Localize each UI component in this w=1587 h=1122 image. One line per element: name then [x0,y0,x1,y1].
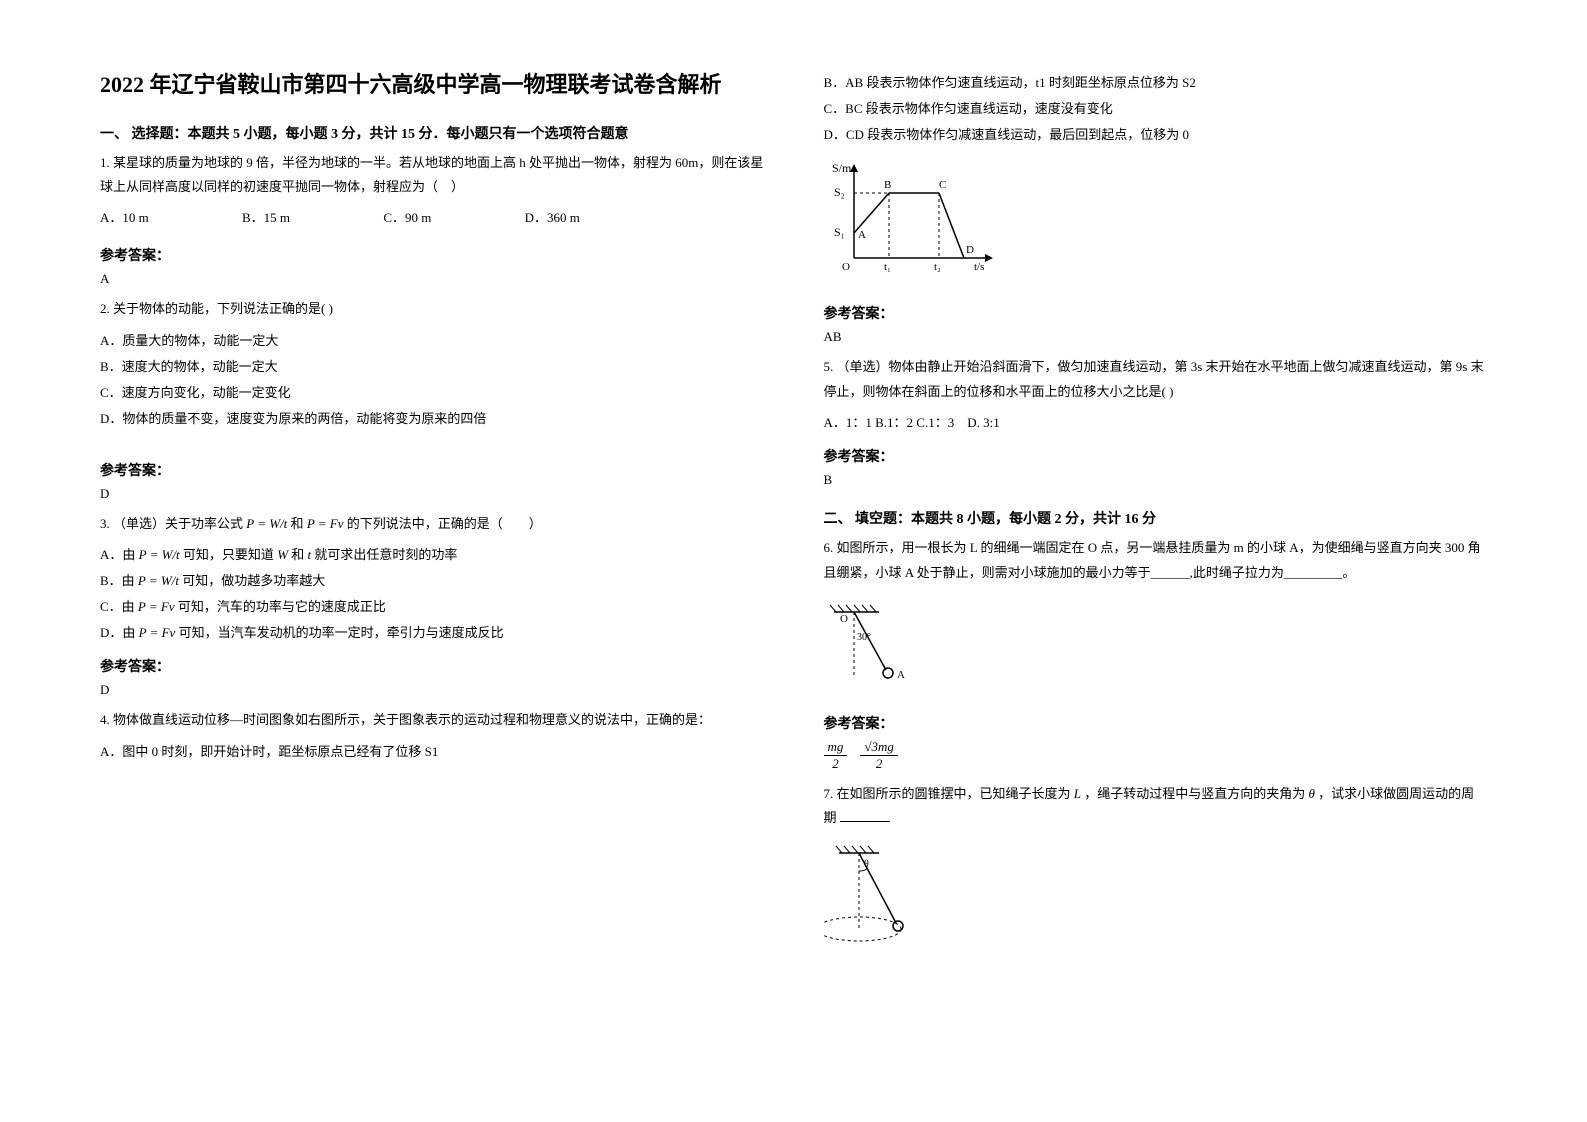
q2-answer: D [100,486,764,502]
right-column: B．AB 段表示物体作匀速直线运动，t1 时刻距坐标原点位移为 S2 C．BC … [824,70,1488,1082]
cone-svg: θ [824,841,934,951]
xlabel: t/s [974,261,984,273]
q6-ans1: mg 2 [824,739,848,772]
q4-opt-b: B．AB 段表示物体作匀速直线运动，t1 时刻距坐标原点位移为 S2 [824,70,1488,96]
q6-ans2-num: √3mg [860,739,898,756]
q3a-suffix: 可知，只要知道 [183,547,274,562]
q3a-w: W [277,547,288,562]
q3d-suffix: 可知，当汽车发动机的功率一定时，牵引力与速度成反比 [179,625,504,640]
q3c-formula: P = Fv [138,599,175,614]
q6-a: A [897,669,905,681]
q4-opt-a: A．图中 0 时刻，即开始计时，距坐标原点已经有了位移 S1 [100,739,764,765]
q7-theta: θ [1309,786,1315,801]
ylabel: S/m [832,161,852,175]
q3a-prefix: A．由 [100,547,135,562]
q3-answer-label: 参考答案： [100,656,764,676]
ytick-s1: S₁ [834,225,845,239]
pendulum-svg: 30° O A [824,600,934,690]
q3b-formula: P = W/t [138,573,179,588]
q2-answer-label: 参考答案： [100,460,764,480]
left-column: 2022 年辽宁省鞍山市第四十六高级中学高一物理联考试卷含解析 一、 选择题：本… [100,70,764,1082]
q3-answer: D [100,682,764,698]
q4-opt-c: C．BC 段表示物体作匀速直线运动，速度没有变化 [824,96,1488,122]
q3-opt-b: B．由 P = W/t 可知，做功越多功率越大 [100,568,764,594]
q6-o: O [840,613,848,625]
q3-opt-a: A．由 P = W/t 可知，只要知道 W 和 t 就可求出任意时刻的功率 [100,542,764,568]
q4-answer: AB [824,329,1488,345]
q2-opt-b: B．速度大的物体，动能一定大 [100,354,764,380]
origin: O [842,261,850,273]
q2-text: 2. 关于物体的动能，下列说法正确的是( ) [100,297,764,322]
q3-suffix: 的下列说法中，正确的是（ ） [347,516,542,531]
q3-opt-d: D．由 P = Fv 可知，当汽车发动机的功率一定时，牵引力与速度成反比 [100,620,764,646]
q6-diagram: 30° O A [824,600,1488,695]
angle-label: 30° [857,632,871,643]
section2-title: 二、 填空题：本题共 8 小题，每小题 2 分，共计 16 分 [824,508,1488,528]
q1-opt-c: C．90 m [383,206,431,231]
q3d-prefix: D．由 [100,625,135,640]
q6-ans1-den: 2 [824,756,848,772]
q5-options: A．1：1 B.1：2 C.1：3 D. 3:1 [824,410,1488,436]
q3-text: 3. （单选）关于功率公式 P = W/t 和 P = Fv 的下列说法中，正确… [100,512,764,537]
point-c: C [939,179,946,191]
q1-opt-b: B．15 m [242,206,290,231]
q3b-suffix: 可知，做功越多功率越大 [182,573,325,588]
q3-formula2: P = Fv [307,516,344,531]
point-a: A [858,229,866,241]
q1-answer-label: 参考答案： [100,245,764,265]
q6-answer: mg 2 √3mg 2 [824,739,1488,772]
point-b: B [884,179,891,191]
q2-opt-a: A．质量大的物体，动能一定大 [100,328,764,354]
st-chart-svg: S/m S₂ S₁ A B C D O t₁ t₂ t/s [824,158,1004,278]
q3a-formula: P = W/t [139,547,180,562]
point-d: D [966,244,974,256]
ytick-s2: S₂ [834,185,845,199]
q1-opt-a: A．10 m [100,206,149,231]
q4-opt-d: D．CD 段表示物体作匀减速直线运动，最后回到起点，位移为 0 [824,122,1488,148]
q3b-prefix: B．由 [100,573,135,588]
q3a-t: t [308,547,312,562]
xtick-t1: t₁ [884,261,891,273]
q4-graph: S/m S₂ S₁ A B C D O t₁ t₂ t/s [824,158,1488,283]
q1-answer: A [100,271,764,287]
q6-ans2: √3mg 2 [860,739,898,772]
q7-text: 7. 在如图所示的圆锥摆中，已知绳子长度为 L ，绳子转动过程中与竖直方向的夹角… [824,782,1488,831]
q3-formula1: P = W/t [246,516,287,531]
q3c-prefix: C．由 [100,599,135,614]
q1-opt-d: D．360 m [525,206,580,231]
q6-ans2-den: 2 [860,756,898,772]
q3-prefix: 3. （单选）关于功率公式 [100,516,243,531]
q3c-suffix: 可知，汽车的功率与它的速度成正比 [178,599,386,614]
q7-l: L [1074,786,1081,801]
q3-opt-c: C．由 P = Fv 可知，汽车的功率与它的速度成正比 [100,594,764,620]
q7-prefix: 7. 在如图所示的圆锥摆中，已知绳子长度为 [824,786,1071,801]
q6-answer-label: 参考答案： [824,713,1488,733]
q7-blank [840,809,890,822]
q5-text: 5. （单选）物体由静止开始沿斜面滑下，做匀加速直线运动，第 3s 末开始在水平… [824,355,1488,404]
q3d-formula: P = Fv [139,625,176,640]
q3-mid: 和 [291,516,304,531]
q3a-end: 就可求出任意时刻的功率 [314,547,457,562]
q1-text: 1. 某星球的质量为地球的 9 倍，半径为地球的一半。若从地球的地面上高 h 处… [100,151,764,200]
q6-ans1-num: mg [824,739,848,756]
q6-text: 6. 如图所示，用一根长为 L 的细绳一端固定在 O 点，另一端悬挂质量为 m … [824,536,1488,585]
q3a-mid2: 和 [291,547,304,562]
q5-answer: B [824,472,1488,488]
q7-mid: ，绳子转动过程中与竖直方向的夹角为 [1084,786,1305,801]
q7-angle: θ [864,859,869,870]
q1-options: A．10 m B．15 m C．90 m D．360 m [100,206,764,231]
q4-text: 4. 物体做直线运动位移—时间图象如右图所示，关于图象表示的运动过程和物理意义的… [100,708,764,733]
q7-diagram: θ [824,841,1488,956]
exam-title: 2022 年辽宁省鞍山市第四十六高级中学高一物理联考试卷含解析 [100,70,764,101]
xtick-t2: t₂ [934,261,941,273]
section1-title: 一、 选择题：本题共 5 小题，每小题 3 分，共计 15 分．每小题只有一个选… [100,123,764,143]
q5-answer-label: 参考答案： [824,446,1488,466]
q2-opt-d: D．物体的质量不变，速度变为原来的两倍，动能将变为原来的四倍 [100,406,764,432]
q2-opt-c: C．速度方向变化，动能一定变化 [100,380,764,406]
q4-answer-label: 参考答案： [824,303,1488,323]
